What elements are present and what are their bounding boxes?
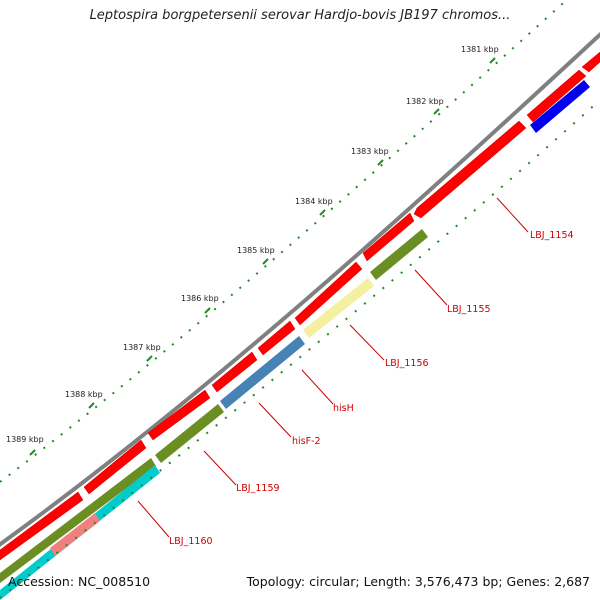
- gene-pink-bar: [50, 513, 100, 556]
- gene-label[interactable]: hisF-2: [292, 436, 321, 447]
- ruler-label: 1384 kbp: [295, 197, 333, 206]
- gene-olive-bar: [0, 458, 156, 583]
- reverse-genes: [0, 80, 590, 600]
- gene-label[interactable]: LBJ_1159: [236, 483, 280, 494]
- gene-steelblue-bar: [220, 336, 305, 409]
- gene-label[interactable]: LBJ_1160: [169, 536, 213, 547]
- ruler-label: 1387 kbp: [123, 343, 161, 352]
- forward-genes: [0, 51, 600, 561]
- inner-tick-dots: [0, 99, 600, 599]
- ruler-label: 1386 kbp: [181, 294, 219, 303]
- ruler-label: 1383 kbp: [351, 147, 389, 156]
- label-leaders: [137, 197, 529, 538]
- gene-olive-bar: [155, 404, 224, 463]
- backbone: [0, 31, 600, 547]
- gene-yellow-bar: [303, 278, 374, 338]
- outer-tick-dots: [0, 0, 569, 483]
- ruler-label: 1389 kbp: [6, 435, 44, 444]
- gene-olive-bar: [370, 229, 428, 280]
- ruler-label: 1381 kbp: [461, 45, 499, 54]
- major-ticks: [29, 57, 496, 456]
- gene-label[interactable]: LBJ_1154: [530, 230, 574, 241]
- ruler-label: 1385 kbp: [237, 246, 275, 255]
- gene-label[interactable]: hisH: [333, 403, 354, 414]
- map-title: Leptospira borgpetersenii serovar Hardjo…: [89, 8, 511, 23]
- gene-blue-bar: [530, 80, 590, 133]
- accession-text: Accession: NC_008510: [8, 574, 151, 589]
- summary-text: Topology: circular; Length: 3,576,473 bp…: [246, 574, 590, 589]
- ruler-label: 1388 kbp: [65, 390, 103, 399]
- gene-label[interactable]: LBJ_1155: [447, 304, 491, 315]
- ruler-label: 1382 kbp: [406, 97, 444, 106]
- gene-label[interactable]: LBJ_1156: [385, 358, 429, 369]
